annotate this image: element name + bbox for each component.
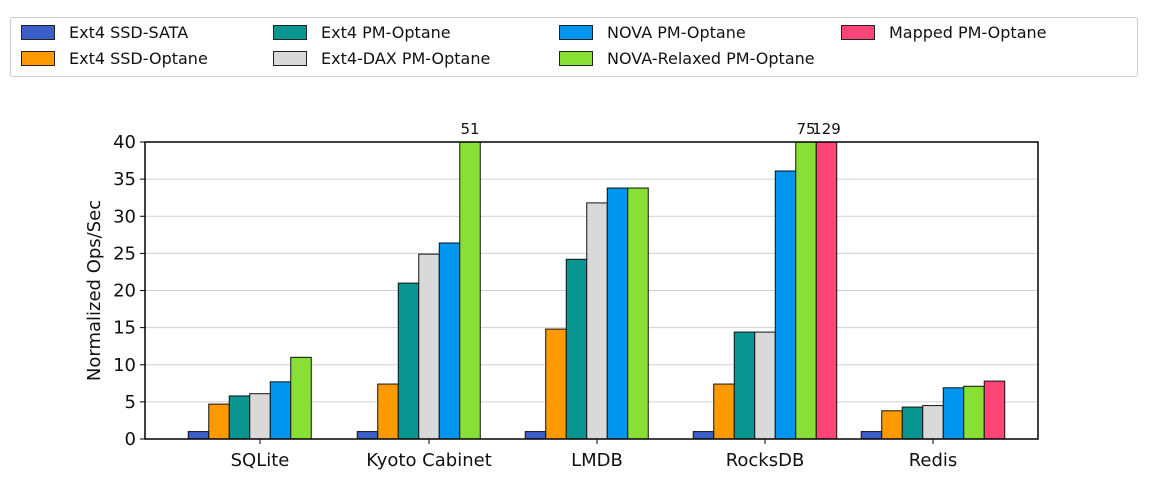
bar (795, 141, 817, 440)
x-tick-label: RocksDB (726, 450, 805, 471)
legend-label: Mapped PM-Optane (889, 23, 1047, 42)
legend-label: Ext4 SSD-Optane (69, 49, 208, 68)
bar (942, 387, 965, 440)
bar (983, 380, 1006, 440)
bar (418, 253, 440, 440)
legend-label: Ext4 PM-Optane (321, 23, 451, 42)
x-tick-label: LMDB (571, 450, 623, 471)
bar (713, 383, 735, 440)
legend-swatch (21, 51, 55, 66)
y-tick-label: 20 (113, 281, 136, 302)
legend-item: NOVA PM-Optane (559, 23, 746, 42)
legend-swatch (559, 51, 593, 66)
legend-item: Ext4 PM-Optane (273, 23, 451, 42)
bar (860, 431, 883, 440)
data-label: 129 (812, 120, 841, 138)
bar (586, 202, 608, 440)
plot-frame (144, 141, 1039, 440)
bar (208, 403, 230, 440)
bar (606, 187, 629, 440)
legend-label: Ext4 SSD-SATA (69, 23, 189, 42)
legend-item: Ext4 SSD-SATA (21, 23, 188, 42)
legend-label: NOVA-Relaxed PM-Optane (607, 49, 815, 68)
bar (627, 187, 649, 440)
y-tick-label: 25 (113, 243, 136, 264)
y-tick-label: 0 (125, 429, 136, 450)
legend-item: Mapped PM-Optane (841, 23, 1047, 42)
bar (815, 141, 838, 440)
legend: Ext4 SSD-SATA Ext4 SSD-Optane Ext4 PM-Opta… (10, 17, 1138, 77)
y-tick-label: 15 (113, 318, 136, 339)
data-label: 51 (460, 120, 479, 138)
legend-swatch (273, 25, 307, 40)
bar (754, 331, 776, 440)
bar (397, 282, 420, 440)
bar (565, 258, 588, 440)
bar (459, 141, 481, 440)
bar (881, 410, 903, 440)
x-tick-label: SQLite (231, 450, 290, 471)
bar (249, 393, 271, 440)
y-tick-label: 30 (113, 206, 136, 227)
bar (187, 431, 210, 440)
bar (290, 356, 312, 440)
legend-label: NOVA PM-Optane (607, 23, 746, 42)
bar (356, 431, 379, 440)
legend-item: Ext4-DAX PM-Optane (273, 49, 490, 68)
y-axis-label: Normalized Ops/Sec (84, 200, 105, 381)
legend-swatch (273, 51, 307, 66)
bar (774, 170, 797, 440)
legend-label: Ext4-DAX PM-Optane (321, 49, 491, 68)
y-tick-label: 10 (113, 355, 136, 376)
bar (269, 381, 292, 440)
legend-swatch (21, 25, 55, 40)
x-tick-label: Kyoto Cabinet (366, 450, 492, 471)
bar (524, 431, 547, 440)
y-tick-label: 35 (113, 169, 136, 190)
bar (228, 395, 251, 440)
legend-item: Ext4 SSD-Optane (21, 49, 208, 68)
bar (733, 331, 756, 440)
y-tick-label: 5 (125, 392, 136, 413)
bar (963, 385, 985, 440)
bar (922, 405, 944, 440)
bar (438, 242, 461, 440)
bar (901, 406, 924, 440)
legend-swatch (841, 25, 875, 40)
y-tick-label: 40 (113, 132, 136, 153)
x-tick-label: Redis (909, 450, 958, 471)
bar (692, 431, 715, 440)
data-label: 75 (796, 120, 815, 138)
legend-swatch (559, 25, 593, 40)
bar (545, 328, 567, 440)
bar (377, 383, 399, 440)
legend-item: NOVA-Relaxed PM-Optane (559, 49, 815, 68)
